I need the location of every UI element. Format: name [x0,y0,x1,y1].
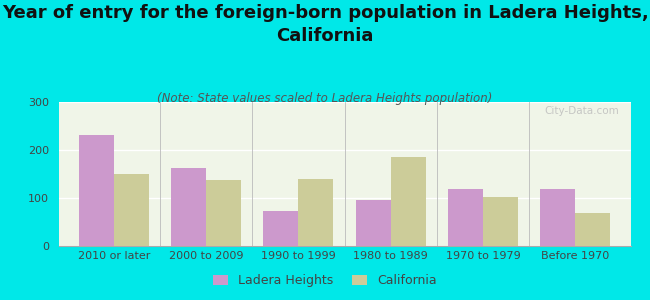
Bar [391,157,426,246]
Bar [114,174,149,246]
Bar [448,189,483,246]
Bar [298,179,333,246]
Bar [483,197,518,246]
Bar [79,135,114,246]
Bar [575,213,610,246]
Legend: Ladera Heights, California: Ladera Heights, California [209,270,441,291]
Bar [263,212,298,246]
Bar [540,189,575,246]
Text: (Note: State values scaled to Ladera Heights population): (Note: State values scaled to Ladera Hei… [157,92,493,104]
Text: City-Data.com: City-Data.com [544,106,619,116]
Bar [171,168,206,246]
Text: Year of entry for the foreign-born population in Ladera Heights,
California: Year of entry for the foreign-born popul… [1,4,649,45]
Bar [206,180,241,246]
Bar [356,200,391,246]
